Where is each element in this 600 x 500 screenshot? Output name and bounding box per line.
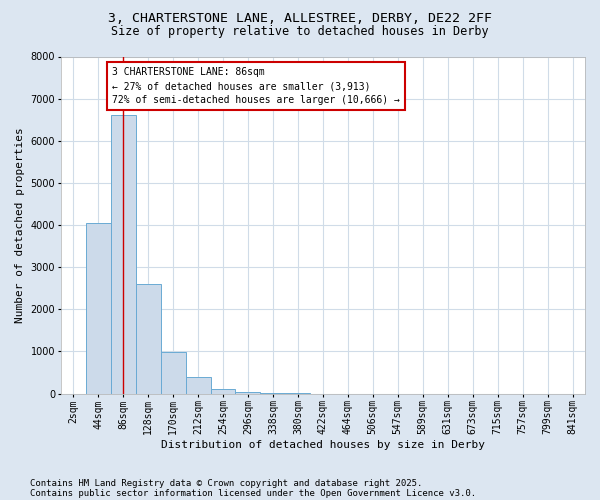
Y-axis label: Number of detached properties: Number of detached properties [15, 127, 25, 323]
Text: Contains public sector information licensed under the Open Government Licence v3: Contains public sector information licen… [30, 488, 476, 498]
Text: 3 CHARTERSTONE LANE: 86sqm
← 27% of detached houses are smaller (3,913)
72% of s: 3 CHARTERSTONE LANE: 86sqm ← 27% of deta… [112, 67, 400, 105]
Text: 3, CHARTERSTONE LANE, ALLESTREE, DERBY, DE22 2FF: 3, CHARTERSTONE LANE, ALLESTREE, DERBY, … [108, 12, 492, 26]
Bar [136, 284, 161, 394]
Bar [211, 390, 235, 394]
Bar [86, 223, 110, 394]
X-axis label: Distribution of detached houses by size in Derby: Distribution of detached houses by size … [161, 440, 485, 450]
Bar [185, 377, 211, 394]
Bar [110, 114, 136, 394]
Bar [161, 352, 185, 394]
Text: Contains HM Land Registry data © Crown copyright and database right 2025.: Contains HM Land Registry data © Crown c… [30, 478, 422, 488]
Bar [235, 392, 260, 394]
Text: Size of property relative to detached houses in Derby: Size of property relative to detached ho… [111, 25, 489, 38]
